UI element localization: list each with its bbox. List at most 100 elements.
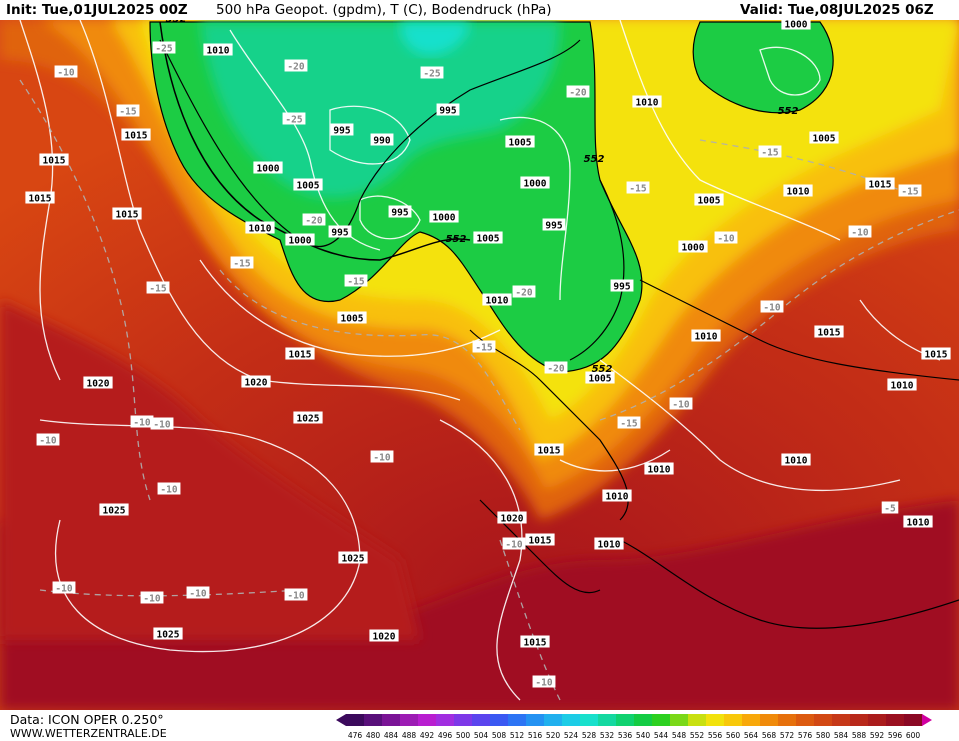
- color-scale-legend: 476 480 484 488 492 496 500 504 508 512 516 520 524 5…: [336, 714, 932, 740]
- temperature-label-text: -25: [155, 44, 172, 55]
- colorbar-tick-label: 588: [852, 731, 867, 740]
- temperature-label-text: -10: [763, 303, 780, 314]
- temperature-label-text: -15: [629, 184, 646, 195]
- pressure-label-text: 1010: [695, 332, 718, 343]
- pressure-label: 1025: [338, 551, 368, 565]
- colorbar-swatch: [490, 714, 509, 726]
- pressure-label-text: 1005: [698, 196, 721, 207]
- pressure-label: 1005: [473, 231, 503, 245]
- temperature-labels: -25-20-25-25-20-20-15-20-15-20-15-10-10-…: [36, 41, 922, 689]
- temperature-label: -10: [140, 591, 164, 605]
- pressure-labels: 1010 1015 1015 1015 1015 1010 1000 1005 1000 995 9…: [25, 20, 951, 649]
- pressure-label: 1005: [337, 311, 367, 325]
- colorbar-swatch: [454, 714, 473, 726]
- temperature-label: -10: [36, 433, 60, 447]
- pressure-label: 1010: [482, 293, 512, 307]
- temperature-label-text: -10: [851, 228, 868, 239]
- pressure-label-box: [153, 627, 183, 640]
- pressure-label-text: 1005: [341, 314, 364, 325]
- pressure-label-text: 1015: [524, 638, 547, 649]
- pressure-label-box: [534, 443, 564, 456]
- pressure-label-text: 995: [391, 208, 408, 219]
- colorbar-arrow-right: [922, 714, 932, 726]
- pressure-label-box: [241, 375, 271, 388]
- pressure-label-box: [285, 347, 315, 360]
- pressure-label: 995: [436, 103, 460, 117]
- temperature-label-text: -10: [717, 234, 734, 245]
- pressure-label-box: [293, 178, 323, 191]
- temperature-label: -10: [502, 537, 526, 551]
- colorbar-swatch: [652, 714, 671, 726]
- pressure-label-text: 1015: [538, 446, 561, 457]
- temperature-label: -10: [532, 675, 556, 689]
- colorbar-swatch: [724, 714, 743, 726]
- pressure-label-text: 1010: [648, 465, 671, 476]
- colorbar-tick-label: 584: [834, 731, 849, 740]
- pressure-label-box: [370, 133, 394, 146]
- colorbar-tick-label: 596: [888, 731, 903, 740]
- data-source: Data: ICON OPER 0.250°: [10, 712, 164, 727]
- colorbar-tick-label: 532: [600, 731, 615, 740]
- colorbar-swatch: [526, 714, 545, 726]
- temperature-label-box: [140, 591, 164, 604]
- temperature-label-text: -15: [475, 343, 492, 354]
- pressure-label: 1015: [865, 177, 895, 191]
- pressure-label: 1025: [153, 627, 183, 641]
- colorbar-swatch: [364, 714, 383, 726]
- temperature-label-box: [420, 66, 444, 79]
- pressure-label-box: [497, 511, 527, 524]
- temperature-label-box: [284, 59, 308, 72]
- pressure-label-box: [678, 240, 708, 253]
- temperature-label-text: -10: [55, 584, 72, 595]
- colorbar-tick-label: 600: [906, 731, 921, 740]
- geopotential-label: 552: [166, 20, 187, 25]
- temperature-label: -25: [420, 66, 444, 80]
- temperature-label-box: [302, 213, 326, 226]
- temperature-label-text: -25: [423, 69, 440, 80]
- temperature-label-box: [116, 104, 140, 117]
- pressure-label: 1015: [121, 128, 151, 142]
- temperature-label-text: -15: [233, 259, 250, 270]
- temperature-label: -25: [152, 41, 176, 55]
- colorbar-swatch: [796, 714, 815, 726]
- temperature-label: -15: [344, 274, 368, 288]
- pressure-label-box: [865, 177, 895, 190]
- temperature-label-box: [617, 416, 641, 429]
- pressure-label-box: [691, 329, 721, 342]
- pressure-label: 1015: [112, 207, 142, 221]
- pressure-label-text: 1025: [103, 506, 126, 517]
- pressure-label-box: [99, 503, 129, 516]
- pressure-label-text: 1010: [636, 98, 659, 109]
- temperature-label: -15: [146, 281, 170, 295]
- pressure-label: 1000: [678, 240, 708, 254]
- pressure-label-text: 1015: [869, 180, 892, 191]
- temperature-label-text: -10: [57, 68, 74, 79]
- colorbar-swatch: [904, 714, 923, 726]
- colorbar-swatch: [670, 714, 689, 726]
- pressure-label-box: [781, 453, 811, 466]
- colorbar-swatch: [886, 714, 905, 726]
- pressure-label-box: [602, 489, 632, 502]
- temperature-label: -15: [230, 256, 254, 270]
- temperature-label-box: [532, 675, 556, 688]
- pressure-label-text: 1010: [606, 492, 629, 503]
- colorbar-swatch: [436, 714, 455, 726]
- temperature-label: -10: [150, 417, 174, 431]
- pressure-label-text: 995: [439, 106, 456, 117]
- colorbar-swatch: [832, 714, 851, 726]
- temperature-label-box: [472, 340, 496, 353]
- pressure-label-box: [520, 635, 550, 648]
- pressure-label-box: [473, 231, 503, 244]
- pressure-label: 995: [542, 218, 566, 232]
- pressure-label: 1005: [293, 178, 323, 192]
- pressure-label-box: [610, 279, 634, 292]
- temperature-label-text: -15: [901, 187, 918, 198]
- colorbar-tick-label: 576: [798, 731, 813, 740]
- pressure-label: 995: [610, 279, 634, 293]
- pressure-label-text: 1010: [891, 381, 914, 392]
- temperature-label-text: -15: [149, 284, 166, 295]
- colorbar-tick-label: 592: [870, 731, 885, 740]
- pressure-label-box: [25, 191, 55, 204]
- valid-time: Valid: Tue,08JUL2025 06Z: [740, 2, 934, 18]
